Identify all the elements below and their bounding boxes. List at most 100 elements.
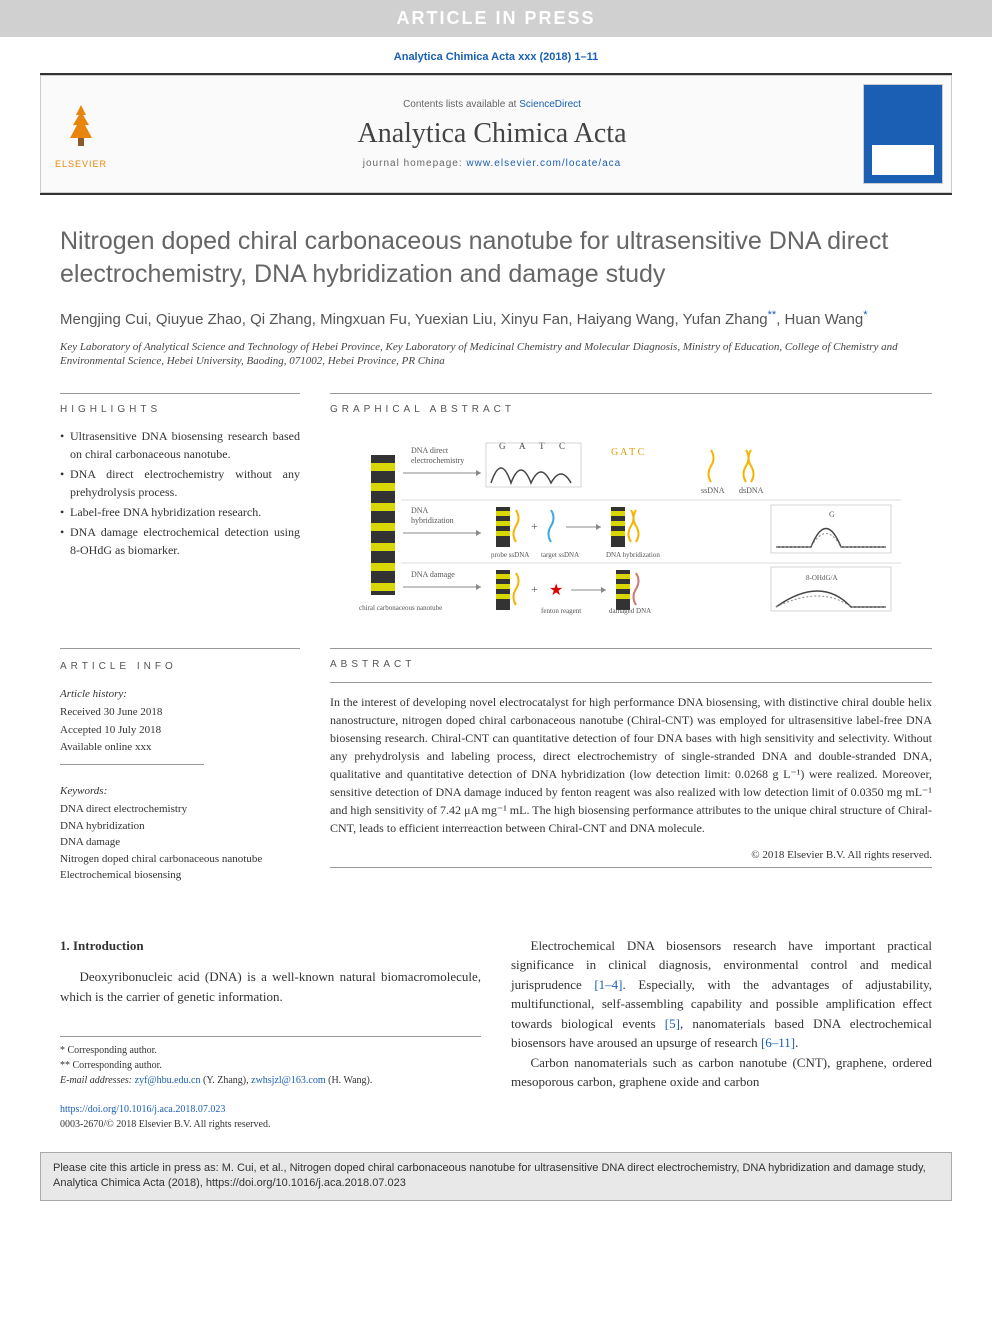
gatc-peaks: G A T C (486, 441, 581, 487)
ref-link[interactable]: [6–11] (761, 1035, 795, 1050)
contents-prefix: Contents lists available at (403, 99, 519, 110)
svg-text:G: G (829, 510, 835, 519)
issn-line: 0003-2670/© 2018 Elsevier B.V. All right… (60, 1117, 481, 1132)
nanotube-icon (371, 455, 395, 595)
emails-prefix: E-mail addresses: (60, 1075, 135, 1086)
elsevier-tree-icon (56, 100, 106, 150)
keyword: DNA hybridization (60, 818, 300, 835)
journal-cover-thumbnail[interactable] (863, 84, 943, 184)
abstract-text: In the interest of developing novel elec… (330, 682, 932, 837)
authors-names: Mengjing Cui, Qiuyue Zhao, Qi Zhang, Min… (60, 311, 768, 328)
received-date: Received 30 June 2018 (60, 704, 300, 721)
abstract-copyright: © 2018 Elsevier B.V. All rights reserved… (330, 849, 932, 861)
svg-text:hybridization: hybridization (411, 516, 454, 525)
svg-text:fenton reagent: fenton reagent (541, 607, 581, 615)
introduction-head: 1. Introduction (60, 936, 481, 956)
svg-text:target ssDNA: target ssDNA (541, 551, 579, 559)
svg-text:damaged DNA: damaged DNA (609, 607, 651, 615)
highlight-item: Ultrasensitive DNA biosensing research b… (60, 427, 300, 463)
row1-label: DNA direct (411, 446, 449, 455)
corresponding-1: * Corresponding author. (60, 1043, 481, 1058)
introduction-section: 1. Introduction Deoxyribonucleic acid (D… (60, 936, 932, 1133)
email-2-name: (H. Wang). (326, 1075, 373, 1086)
accepted-date: Accepted 10 July 2018 (60, 722, 300, 739)
abstract-block: ABSTRACT In the interest of developing n… (330, 648, 932, 886)
svg-text:DNA hybridization: DNA hybridization (606, 551, 660, 559)
masthead-container: ELSEVIER Contents lists available at Sci… (40, 73, 952, 195)
ssdna-icon (709, 450, 714, 482)
article-in-press-banner: ARTICLE IN PRESS (0, 0, 992, 37)
emails-line: E-mail addresses: zyf@hbu.edu.cn (Y. Zha… (60, 1073, 481, 1088)
svg-text:G A T C: G A T C (611, 447, 645, 458)
info-abstract-row: ARTICLE INFO Article history: Received 3… (60, 648, 932, 886)
svg-text:G: G (499, 441, 506, 451)
article-title: Nitrogen doped chiral carbonaceous nanot… (60, 225, 932, 290)
article-info-head: ARTICLE INFO (60, 648, 300, 674)
ref-link[interactable]: [5] (665, 1016, 680, 1031)
svg-text:C: C (559, 441, 565, 451)
svg-text:T: T (539, 441, 545, 451)
email-2[interactable]: zwhsjzl@163.com (251, 1075, 325, 1086)
sciencedirect-link[interactable]: ScienceDirect (519, 99, 581, 110)
svg-text:ssDNA: ssDNA (701, 486, 725, 495)
row1-label2: electrochemistry (411, 456, 464, 465)
masthead: ELSEVIER Contents lists available at Sci… (40, 75, 952, 193)
doi-link[interactable]: https://doi.org/10.1016/j.aca.2018.07.02… (60, 1104, 225, 1115)
keyword: Electrochemical biosensing (60, 867, 300, 884)
svg-text:+: + (531, 582, 538, 596)
svg-text:probe ssDNA: probe ssDNA (491, 551, 529, 559)
online-date: Available online xxx (60, 739, 300, 756)
email-1-name: (Y. Zhang), (200, 1075, 251, 1086)
intro-p2: Electrochemical DNA biosensors research … (511, 936, 932, 1053)
dsdna-icon (744, 450, 754, 482)
journal-homepage-line: journal homepage: www.elsevier.com/locat… (121, 158, 863, 169)
keywords-head: Keywords: (60, 783, 300, 800)
keyword: DNA direct electrochemistry (60, 801, 300, 818)
highlights-ga-row: HIGHLIGHTS Ultrasensitive DNA biosensing… (60, 393, 932, 620)
graphical-abstract-block: GRAPHICAL ABSTRACT chiral carbonaceous n… (330, 393, 932, 620)
intro-p3: Carbon nanomaterials such as carbon nano… (511, 1053, 932, 1092)
abstract-head: ABSTRACT (330, 648, 932, 670)
affiliation: Key Laboratory of Analytical Science and… (60, 340, 932, 369)
nanotube-label: chiral carbonaceous nanotube (359, 604, 442, 612)
highlights-block: HIGHLIGHTS Ultrasensitive DNA biosensing… (60, 393, 300, 620)
journal-name: Analytica Chimica Acta (121, 118, 863, 150)
ref-link[interactable]: [1–4] (594, 977, 622, 992)
article-history-head: Article history: (60, 686, 300, 703)
svg-text:dsDNA: dsDNA (739, 486, 764, 495)
contents-available-line: Contents lists available at ScienceDirec… (121, 99, 863, 110)
row2-label: DNA (411, 506, 429, 515)
intro-right-column: Electrochemical DNA biosensors research … (511, 936, 932, 1133)
homepage-prefix: journal homepage: (363, 158, 467, 169)
homepage-link[interactable]: www.elsevier.com/locate/aca (466, 158, 621, 169)
intro-p1: Deoxyribonucleic acid (DNA) is a well-kn… (60, 967, 481, 1006)
corresponding-mark-2: ** (768, 309, 777, 321)
intro-left-column: 1. Introduction Deoxyribonucleic acid (D… (60, 936, 481, 1133)
citation-box: Please cite this article in press as: M.… (40, 1152, 952, 1201)
masthead-center: Contents lists available at ScienceDirec… (121, 99, 863, 169)
corresponding-mark-1: * (863, 309, 867, 321)
row3-label: DNA damage (411, 570, 455, 579)
svg-text:+: + (531, 519, 538, 533)
highlight-item: DNA damage electrochemical detection usi… (60, 523, 300, 559)
journal-reference: Analytica Chimica Acta xxx (2018) 1–11 (0, 37, 992, 73)
main-content: Nitrogen doped chiral carbonaceous nanot… (0, 195, 992, 1152)
elsevier-logo[interactable]: ELSEVIER (41, 100, 121, 169)
footnotes-block: * Corresponding author. ** Corresponding… (60, 1036, 481, 1088)
highlight-item: Label-free DNA hybridization research. (60, 503, 300, 521)
highlights-list: Ultrasensitive DNA biosensing research b… (60, 427, 300, 559)
keyword: DNA damage (60, 834, 300, 851)
authors-line: Mengjing Cui, Qiuyue Zhao, Qi Zhang, Min… (60, 308, 932, 330)
highlights-head: HIGHLIGHTS (60, 393, 300, 415)
email-1[interactable]: zyf@hbu.edu.cn (135, 1075, 201, 1086)
graphical-abstract-head: GRAPHICAL ABSTRACT (330, 393, 932, 415)
svg-text:A: A (519, 441, 526, 451)
corresponding-2: ** Corresponding author. (60, 1058, 481, 1073)
keyword: Nitrogen doped chiral carbonaceous nanot… (60, 851, 300, 868)
svg-text:8-OHdG/A: 8-OHdG/A (806, 574, 838, 582)
author-last: , Huan Wang (776, 311, 863, 328)
doi-line: https://doi.org/10.1016/j.aca.2018.07.02… (60, 1102, 481, 1117)
article-info-block: ARTICLE INFO Article history: Received 3… (60, 648, 300, 886)
elsevier-name: ELSEVIER (51, 159, 111, 169)
svg-text:★: ★ (549, 582, 563, 599)
